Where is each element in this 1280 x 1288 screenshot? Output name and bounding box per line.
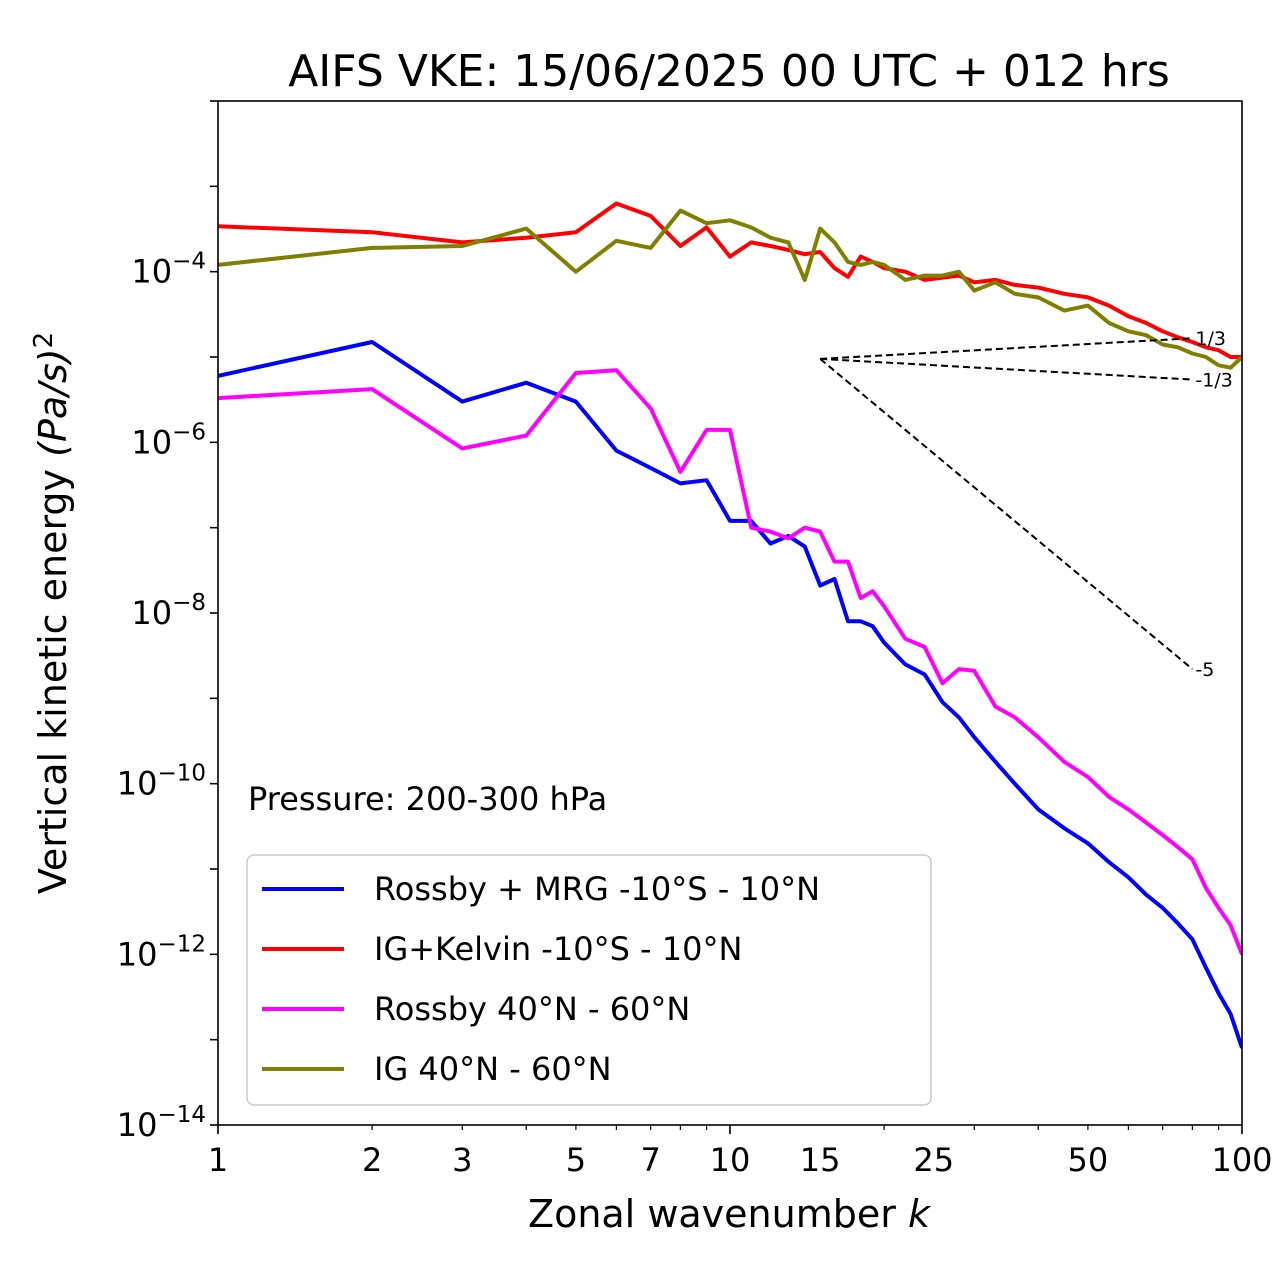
chart-title: AIFS VKE: 15/06/2025 00 UTC + 012 hrs [288,46,1170,97]
x-tick-label: 100 [1211,1141,1272,1179]
reference-line-1 [820,357,1193,381]
legend-label-0: Rossby + MRG -10°S - 10°N [374,870,820,908]
x-tick-label: 7 [641,1141,661,1179]
y-tick-label: 10−12 [117,931,206,973]
x-tick-label: 15 [800,1141,841,1179]
reference-line-label-1: -1/3 [1195,370,1232,392]
x-tick-label: 3 [452,1141,472,1179]
legend: Rossby + MRG -10°S - 10°N IG+Kelvin -10°S… [246,854,932,1106]
reference-line-label-0: 1/3 [1195,328,1226,350]
reference-line-label-2: -5 [1195,659,1214,681]
x-tick-label: 25 [913,1141,954,1179]
y-tick-label: 10−14 [117,1102,206,1144]
reference-line-2 [819,358,1194,670]
reference-lines: 1/3 -1/3 -5 [819,328,1233,681]
x-tick-label: 2 [362,1141,382,1179]
x-axis-label: Zonal wavenumber k [528,1192,932,1236]
y-tick-label: 10−8 [131,590,206,632]
x-axis: 1 2 3 5 7 10 15 25 50 100 [208,1125,1273,1179]
x-tick-label: 1 [208,1141,228,1179]
y-tick-label: 10−4 [131,249,206,291]
legend-label-3: IG 40°N - 60°N [374,1050,612,1088]
y-tick-label: 10−6 [131,419,206,461]
x-tick-label: 10 [710,1141,751,1179]
legend-box [246,854,932,1106]
series-layer [218,201,1242,1049]
y-tick-label: 10−10 [117,761,206,803]
x-tick-label: 50 [1068,1141,1109,1179]
reference-line-0 [820,337,1193,360]
series-line-0 [218,340,1242,1049]
y-axis: 10−4 10−6 10−8 10−10 10−12 10−14 [117,100,218,1144]
legend-label-2: Rossby 40°N - 60°N [374,990,690,1028]
pressure-annotation: Pressure: 200-300 hPa [248,780,607,818]
series-line-2 [218,368,1242,956]
x-tick-label: 5 [566,1141,586,1179]
y-axis-label: Vertical kinetic energy (Pa/s)2 [29,332,75,894]
legend-label-1: IG+Kelvin -10°S - 10°N [374,930,742,968]
